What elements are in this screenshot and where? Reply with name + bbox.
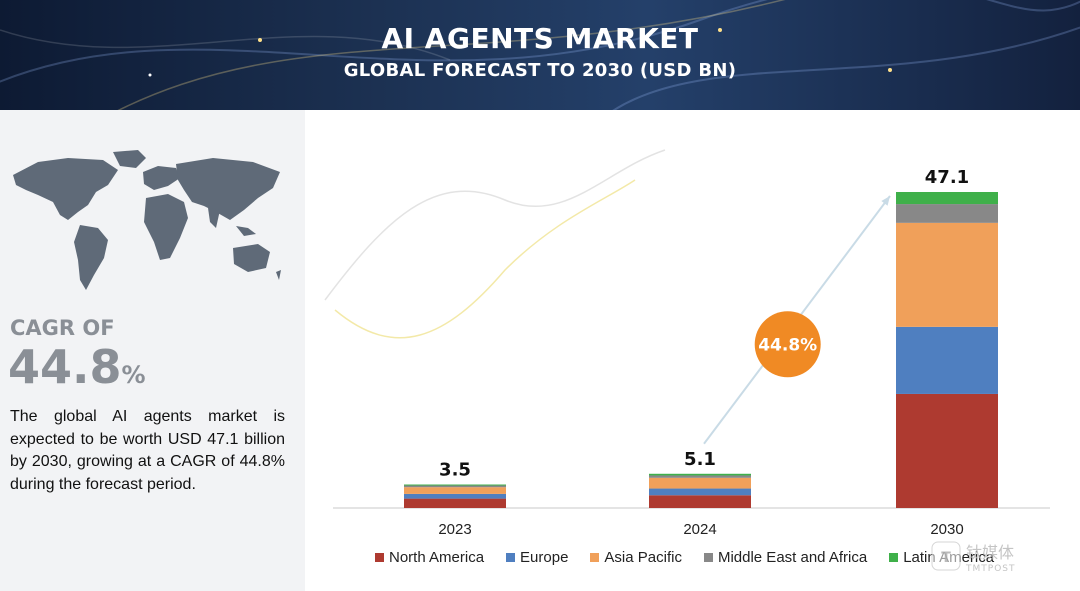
cagr-callout-circle	[754, 311, 821, 378]
legend-swatch	[703, 552, 713, 562]
bar-2024-middle-east-and-africa	[649, 475, 751, 478]
watermark-en: TMTPOST	[965, 564, 1015, 574]
bar-2024-north-america	[649, 495, 751, 508]
legend-label: Europe	[520, 548, 569, 566]
legend-item-asia-pacific: Asia Pacific	[590, 549, 682, 566]
world-map-icon	[13, 150, 281, 290]
cagr-label: CAGR OF	[10, 316, 115, 340]
bar-2030-middle-east-and-africa	[896, 204, 998, 223]
x-tick-label: 2030	[930, 521, 963, 538]
decorative-swoosh	[324, 149, 666, 301]
legend-item-europe: Europe	[506, 549, 568, 566]
x-tick-label: 2023	[438, 521, 471, 538]
legend-item-middle-east-and-africa: Middle East and Africa	[703, 548, 868, 566]
legend-swatch	[590, 552, 600, 562]
summary-panel: CAGR OF 44.8% The global AI agents marke…	[0, 110, 305, 591]
tmtpost-watermark: T 钛媒体 TMTPOST	[931, 541, 1015, 574]
chart-legend: North America Europe Asia Pacific Middle Ea…	[375, 547, 994, 567]
legend-label: Middle East and Africa	[717, 548, 868, 566]
bar-2024-asia-pacific	[649, 477, 751, 489]
bar-2023-latin-america	[404, 484, 506, 486]
header-banner: AI AGENTS MARKET GLOBAL FORECAST TO 2030…	[0, 0, 1080, 110]
bar-total-label: 5.1	[684, 449, 716, 470]
bar-total-label: 3.5	[439, 460, 471, 481]
cagr-value: 44.8%	[8, 340, 146, 394]
x-tick-label: 2024	[683, 521, 716, 538]
decorative-swoosh-yellow	[334, 179, 636, 339]
svg-text:T: T	[941, 550, 951, 566]
chart-subtitle: GLOBAL FORECAST TO 2030 (USD BN)	[343, 60, 737, 81]
chart-title: AI AGENTS MARKET	[381, 22, 699, 55]
legend-label: North America	[389, 548, 485, 566]
legend-swatch	[889, 552, 899, 562]
stacked-bar-chart: 3.5 2023 5.1 2024 47.1 2030 44.8%	[324, 149, 1050, 538]
market-description: The global AI agents market is expected …	[10, 408, 285, 493]
header-light-streaks	[0, 0, 1080, 110]
bar-2024-europe	[649, 488, 751, 496]
legend-swatch	[506, 552, 516, 562]
growth-arrow-head	[881, 196, 890, 206]
legend-label: Asia Pacific	[604, 548, 682, 566]
bar-2030-europe	[896, 326, 998, 394]
bar-2024-latin-america	[649, 473, 751, 476]
legend-item-north-america: North America	[375, 549, 484, 566]
bar-2030-asia-pacific	[896, 222, 998, 327]
bar-2023-europe	[404, 493, 506, 499]
bar-2023-middle-east-and-africa	[404, 485, 506, 488]
bar-2023-north-america	[404, 498, 506, 508]
cagr-callout-text: 44.8%	[758, 335, 817, 355]
cagr-unit: %	[121, 361, 146, 389]
cagr-number: 44.8	[8, 340, 122, 394]
bar-2030-north-america	[896, 393, 998, 508]
watermark-cn: 钛媒体	[966, 543, 1014, 562]
bar-total-label: 47.1	[925, 167, 969, 188]
bar-2023-asia-pacific	[404, 487, 506, 494]
bar-2030-latin-america	[896, 192, 998, 205]
legend-swatch	[375, 552, 384, 562]
